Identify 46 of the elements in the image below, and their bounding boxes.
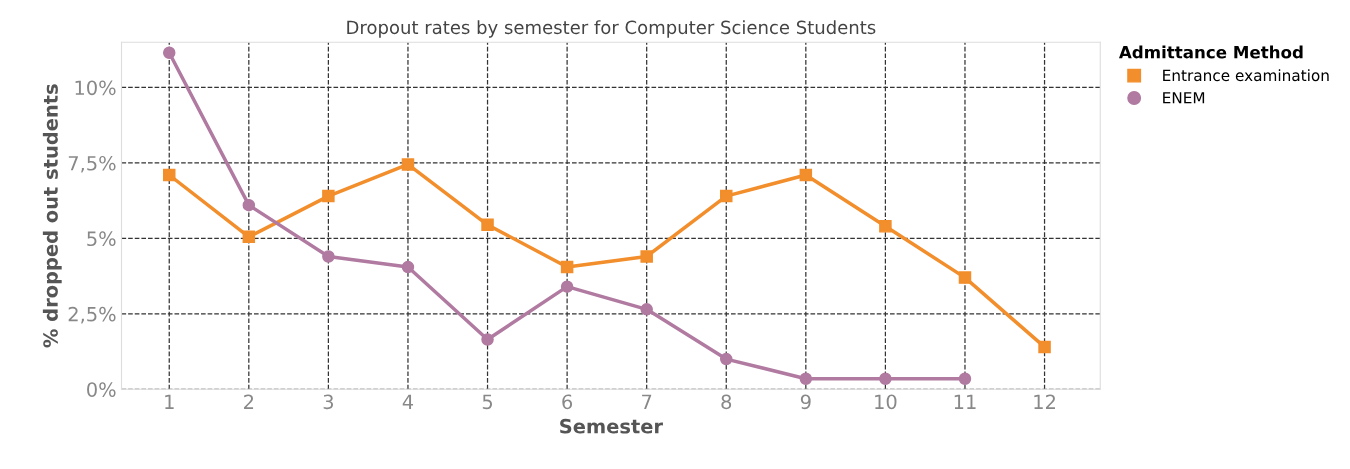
point [720,352,733,366]
point [481,333,494,346]
point [1038,340,1051,354]
point [401,158,415,171]
point [958,372,972,385]
y-tick-label: 10% [75,80,116,96]
point [640,250,653,263]
x-tick-label: 2 [244,394,254,409]
x-tick-label: 12 [1034,394,1055,409]
point [481,218,494,232]
y-tick-label: 5% [87,231,116,247]
point [401,260,415,274]
point [640,303,653,316]
x-tick-label: 6 [562,394,573,410]
point [799,168,813,182]
point [322,250,335,263]
point [799,372,813,385]
x-axis-title: Semester [560,418,663,434]
point [162,46,176,60]
legend-title: Admittance Method [1118,45,1303,59]
x-tick-label: 11 [954,394,976,409]
y-tick-label: 0% [87,382,116,397]
y-tick-label: 2,5% [68,306,116,324]
legend-label: ENEM [1163,92,1205,104]
x-tick-label: 4 [402,394,414,409]
x-tick-label: 9 [800,394,811,410]
chart-title: Dropout rates by semester for Computer Science Students [347,20,876,38]
y-axis-title: % dropped out students [42,84,62,348]
point [879,372,892,385]
y-tick-label: 7,5% [68,155,116,173]
point [720,189,733,203]
point [560,260,574,274]
x-tick-label: 8 [721,394,732,410]
x-tick-label: 10 [875,394,897,410]
point [879,220,892,233]
x-tick-label: 3 [323,394,334,410]
legend-label: Entrance examination [1163,69,1329,82]
point [242,198,256,212]
point [958,271,972,284]
point [242,230,256,244]
x-tick-label: 1 [165,394,174,409]
x-tick-label: 7 [642,394,652,409]
point [162,168,176,182]
point [322,189,335,203]
point [560,280,574,293]
x-tick-label: 5 [482,394,493,410]
